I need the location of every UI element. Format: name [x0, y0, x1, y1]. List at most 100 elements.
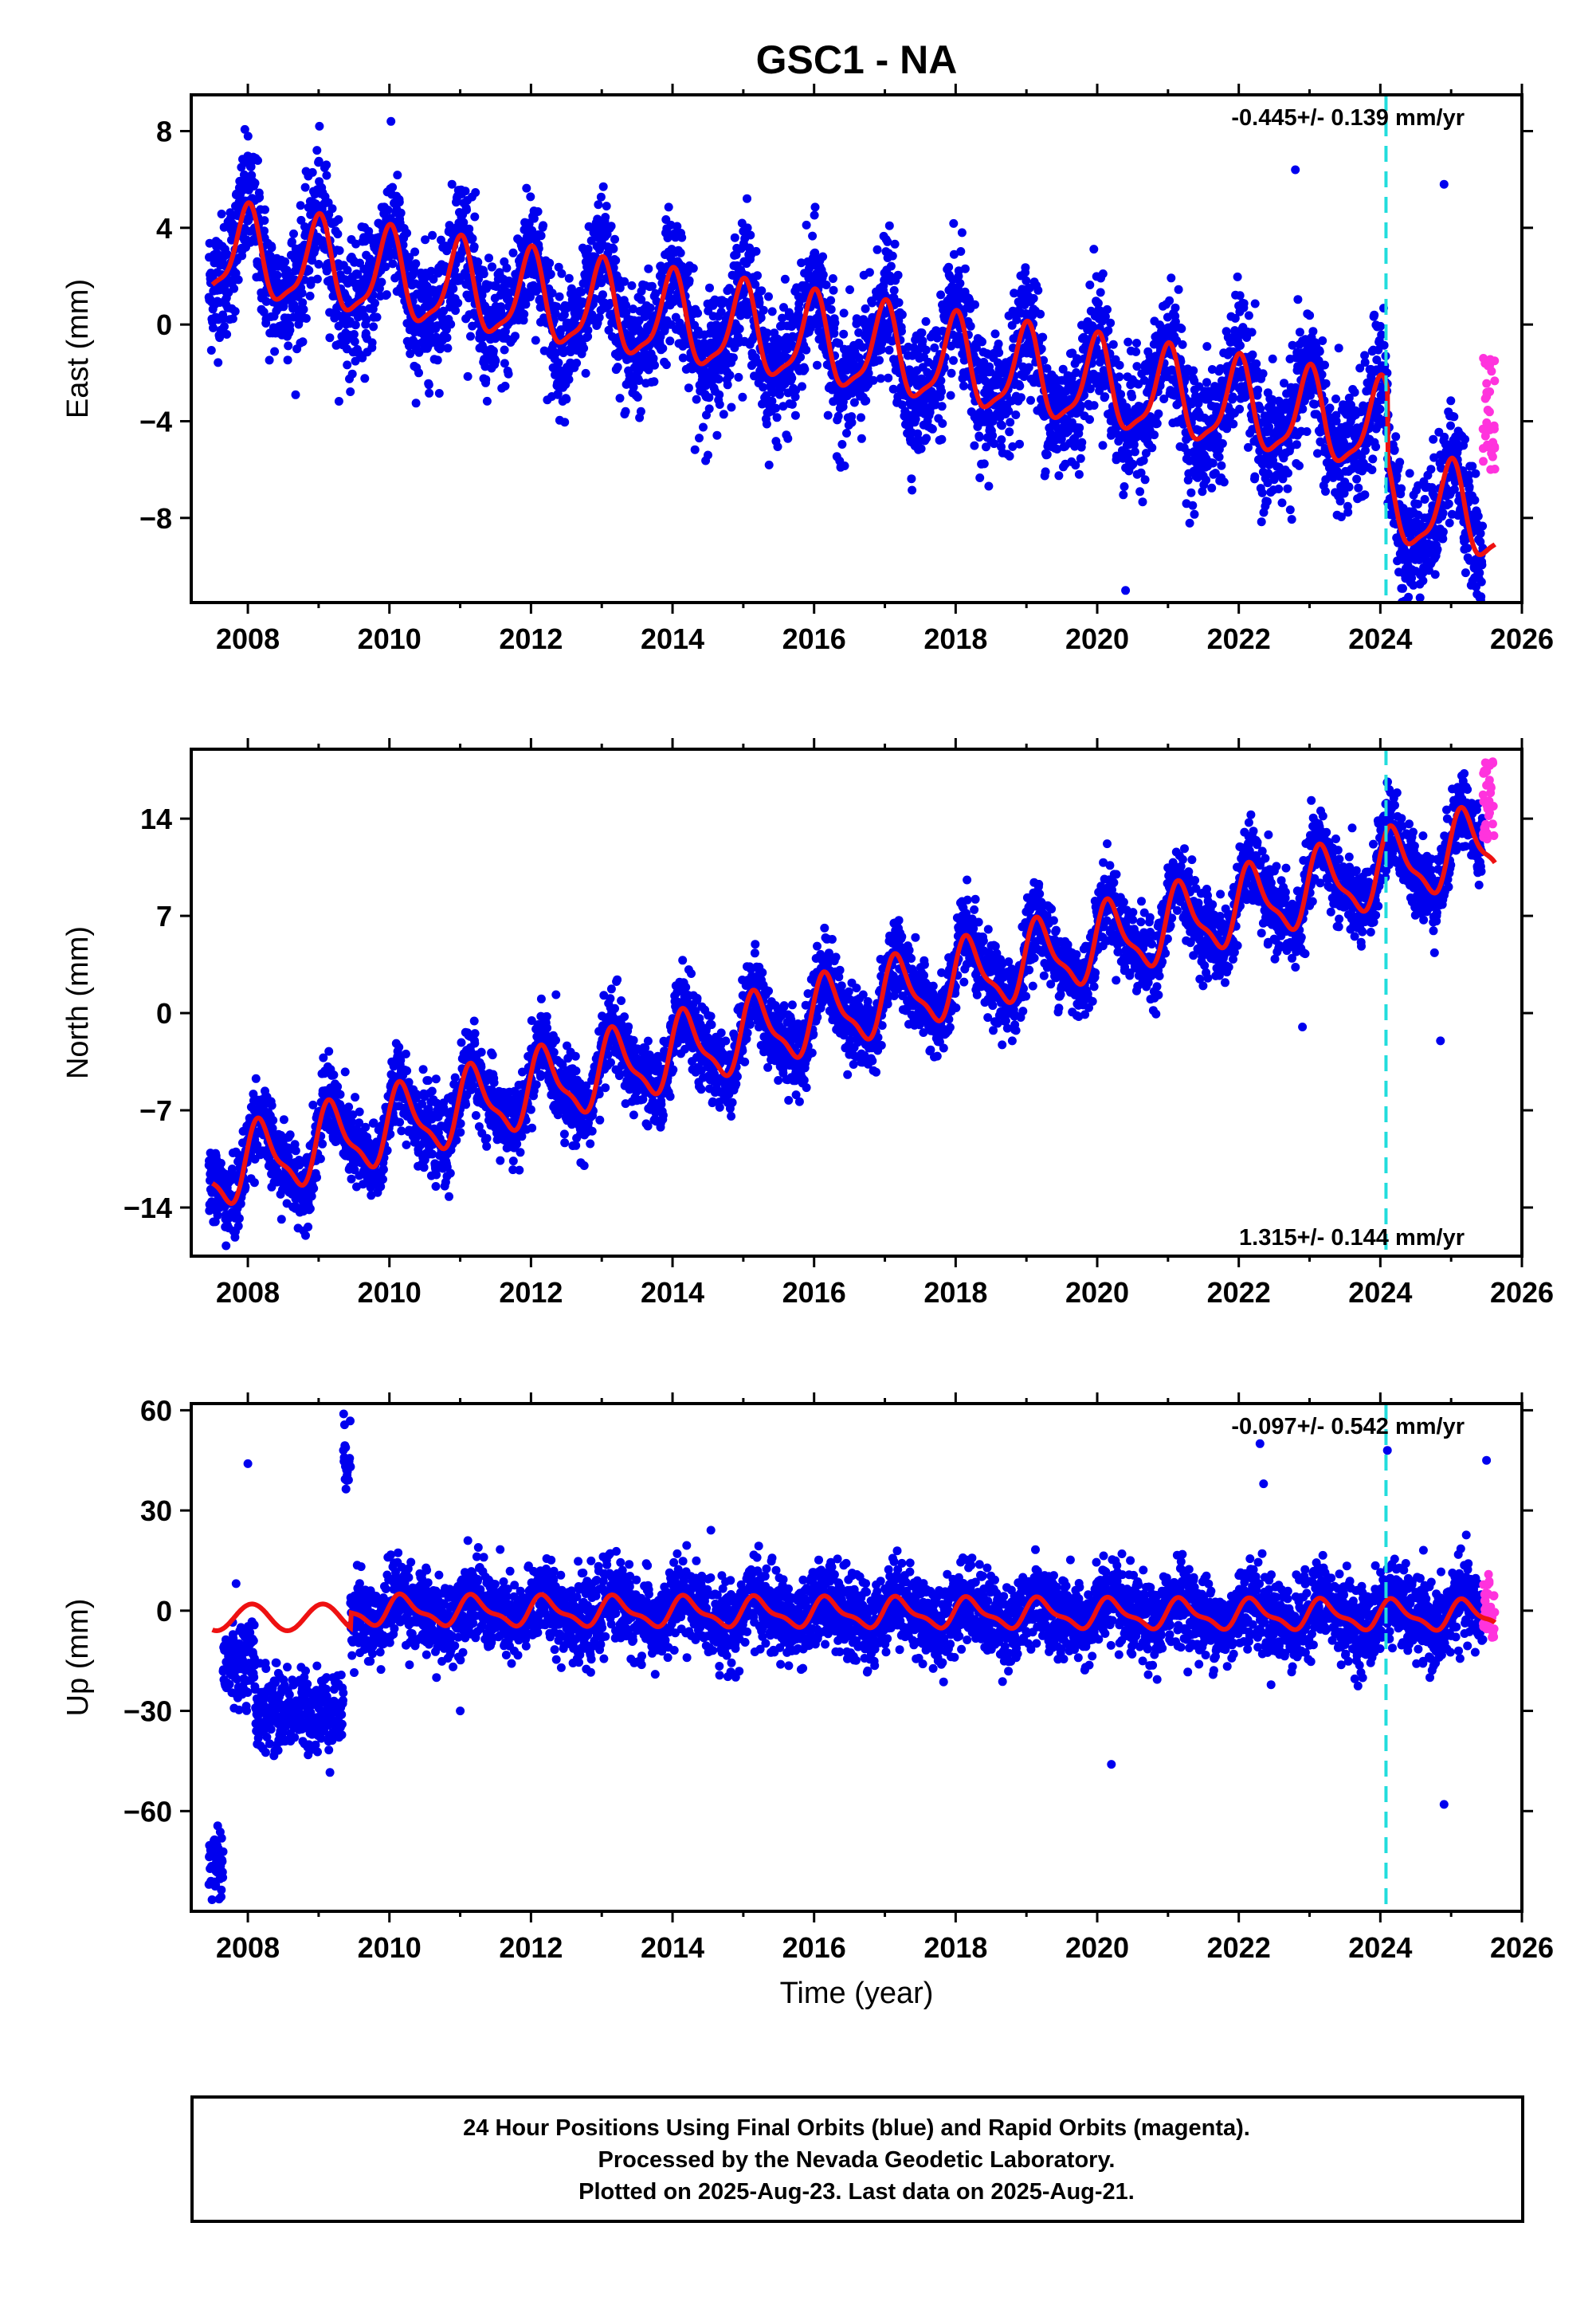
east-final-point	[1177, 324, 1186, 333]
east-final-point	[298, 337, 308, 347]
east-final-point	[1123, 337, 1133, 347]
east-final-point	[767, 307, 777, 316]
east-final-point	[1438, 527, 1448, 536]
east-final-point	[908, 485, 917, 495]
east-final-point	[1343, 508, 1353, 517]
east-final-point	[1302, 427, 1312, 436]
east-final-point	[463, 371, 473, 381]
east-final-point	[633, 352, 641, 362]
east-final-point	[629, 304, 637, 314]
east-final-point	[410, 247, 420, 257]
east-final-point	[443, 344, 453, 353]
east-final-point	[347, 369, 357, 379]
east-final-point	[637, 295, 646, 304]
east-final-point	[813, 360, 822, 370]
east-final-point	[1360, 358, 1370, 367]
east-final-point	[554, 358, 563, 367]
east-final-point	[1418, 576, 1428, 586]
east-final-point	[918, 336, 927, 346]
east-final-point	[520, 309, 529, 319]
east-final-point	[261, 205, 269, 214]
east-final-point	[621, 406, 630, 416]
east-final-point	[414, 368, 423, 378]
east-final-point	[260, 226, 269, 236]
east-final-point	[725, 371, 735, 380]
east-final-point	[966, 321, 975, 331]
east-final-point	[367, 338, 377, 348]
east-final-point	[1214, 452, 1224, 461]
east-final-point	[665, 336, 675, 346]
east-final-point	[1036, 309, 1045, 319]
east-final-point	[1104, 326, 1113, 336]
east-final-point	[465, 224, 474, 234]
east-final-point	[394, 198, 404, 207]
east-final-point	[220, 322, 229, 332]
east-final-point	[723, 380, 732, 390]
east-final-point	[579, 344, 589, 353]
east-final-point	[429, 274, 438, 284]
east-final-point	[1420, 495, 1429, 504]
east-final-point	[978, 337, 986, 347]
east-final-point	[798, 382, 806, 391]
east-final-point	[944, 262, 954, 272]
east-final-point	[959, 381, 968, 391]
east-final-point	[546, 269, 555, 279]
east-final-point	[1292, 440, 1301, 450]
east-final-point	[583, 245, 593, 253]
east-final-point	[206, 346, 216, 355]
east-final-point	[240, 124, 249, 134]
east-final-point	[609, 244, 618, 253]
east-final-point	[927, 424, 937, 434]
east-final-point	[1108, 340, 1118, 349]
east-final-point	[1005, 427, 1014, 437]
east-final-point	[1103, 304, 1112, 314]
east-final-point	[611, 256, 621, 265]
east-final-point	[826, 296, 836, 305]
east-final-point	[583, 325, 593, 335]
east-final-point	[1202, 475, 1211, 485]
east-final-point	[1438, 509, 1448, 518]
east-final-point	[1132, 362, 1142, 371]
east-final-point	[615, 283, 625, 293]
east-final-point	[522, 183, 531, 193]
east-final-point	[762, 419, 771, 429]
east-final-point	[746, 230, 755, 240]
east-final-point	[1250, 299, 1260, 308]
east-final-point	[634, 376, 644, 385]
east-final-point	[1130, 447, 1139, 457]
east-final-point	[1128, 459, 1138, 469]
east-final-point	[304, 265, 314, 275]
east-final-point	[559, 310, 569, 320]
east-final-point	[893, 270, 903, 280]
east-final-point	[1360, 490, 1370, 500]
east-final-point	[552, 302, 562, 312]
east-final-point	[574, 333, 584, 343]
east-final-point	[222, 249, 232, 259]
east-final-point	[1235, 404, 1245, 414]
east-final-point	[250, 179, 260, 188]
east-final-point	[957, 228, 967, 238]
east-final-point	[922, 434, 931, 443]
east-final-point	[1119, 490, 1128, 500]
east-final-point	[1233, 272, 1242, 281]
east-final-point	[1115, 372, 1124, 382]
east-final-point	[343, 265, 352, 275]
east-final-point	[261, 296, 271, 306]
east-final-point	[1135, 487, 1145, 497]
east-final-point	[233, 275, 243, 285]
east-final-point	[609, 263, 618, 273]
east-final-point	[300, 183, 310, 192]
east-final-point	[243, 132, 253, 141]
east-final-point	[787, 374, 797, 383]
east-final-point	[810, 210, 819, 220]
east-final-point	[645, 303, 655, 312]
east-final-point	[888, 251, 897, 261]
east-final-point	[839, 308, 849, 318]
east-final-point	[301, 314, 311, 323]
east-final-point	[1026, 395, 1035, 405]
east-final-point	[446, 320, 456, 329]
east-final-point	[997, 435, 1006, 445]
east-final-point	[333, 230, 343, 239]
east-final-point	[362, 315, 371, 324]
east-final-point	[1315, 347, 1324, 356]
